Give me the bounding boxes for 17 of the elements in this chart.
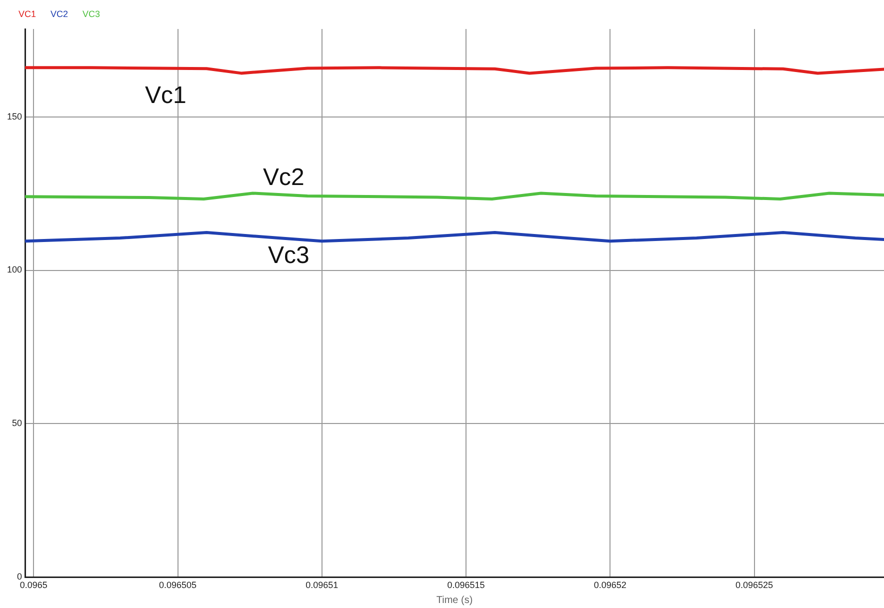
annotation: Vc2 <box>263 164 304 191</box>
y-tick-label: 100 <box>6 264 22 275</box>
text: VC3 <box>82 8 100 19</box>
annotation: Vc3 <box>268 242 310 269</box>
y-tick-label: 150 <box>6 111 22 122</box>
text: VC1 <box>18 8 36 19</box>
x-tick-label: 0.09652 <box>594 580 626 590</box>
y-tick-label: 50 <box>12 418 22 428</box>
x-tick-label: 0.09651 <box>306 580 338 590</box>
annotation: Vc1 <box>145 82 186 109</box>
text: VC2 <box>50 8 68 19</box>
x-tick-label: 0.096515 <box>447 580 485 590</box>
x-tick-label: 0.096505 <box>159 580 197 590</box>
x-tick-label: 0.0965 <box>20 580 48 590</box>
x-tick-label: 0.096525 <box>736 580 774 590</box>
x-axis-title: Time (s) <box>436 594 473 606</box>
y-tick-label: 0 <box>17 572 22 582</box>
